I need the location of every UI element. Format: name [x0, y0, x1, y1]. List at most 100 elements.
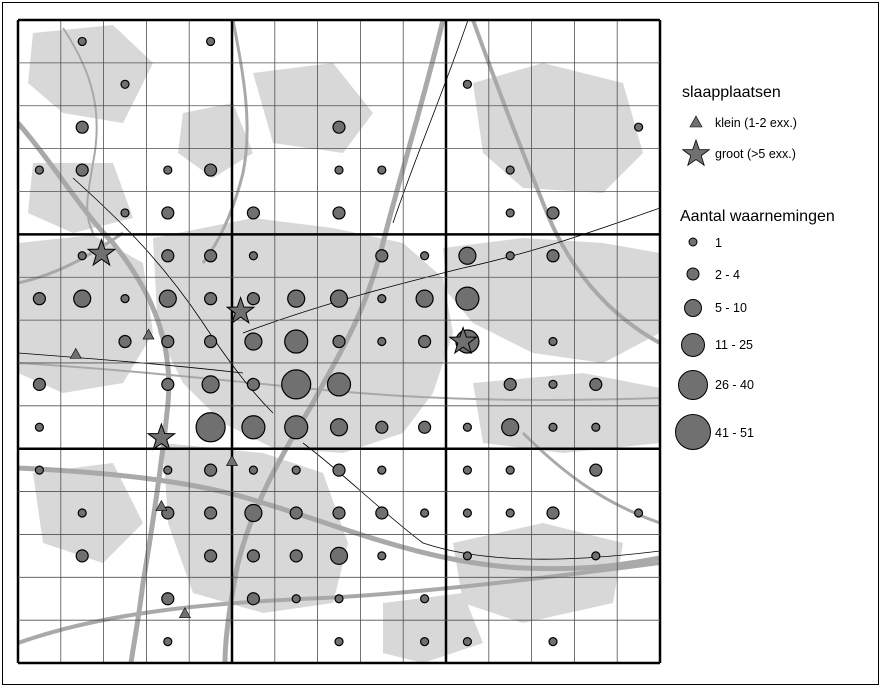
observation-circle [246, 206, 260, 220]
observation-circle [420, 251, 430, 261]
observation-circle [548, 637, 558, 647]
observation-circle [633, 508, 644, 518]
north-block-area [178, 103, 253, 178]
observation-circle [32, 377, 47, 391]
legend-label-large-roost: groot (>5 exx.) [715, 147, 796, 161]
observation-circle [161, 249, 175, 263]
observation-circle [462, 637, 472, 647]
observation-circle [420, 594, 430, 604]
legend-circle-1 [688, 237, 698, 247]
road-northwest [62, 27, 98, 234]
legend-label-small-roost: klein (1-2 exx.) [715, 116, 797, 130]
observation-circle [589, 463, 603, 477]
observation-circle [204, 163, 218, 177]
legend-circle-5 [678, 370, 708, 400]
south-east-block-area [453, 523, 623, 623]
observation-circle [77, 36, 87, 47]
observation-circle [329, 289, 349, 308]
observation-circle [505, 165, 515, 175]
east-district-area [443, 238, 660, 363]
observation-circle [377, 336, 387, 347]
observation-circle [591, 551, 601, 561]
observation-circle [548, 336, 558, 347]
observation-circle [289, 549, 303, 563]
observation-circle [204, 506, 218, 520]
map-figure: slaapplaatsen klein (1-2 exx.) groot (>5… [16, 18, 835, 665]
observation-circle [375, 420, 389, 434]
observation-circle [332, 334, 346, 349]
railway-southeast [302, 442, 660, 560]
observation-circle [462, 508, 472, 518]
observation-circle [546, 206, 560, 220]
observation-circle [118, 334, 132, 349]
northwest-area [28, 25, 153, 123]
observation-circle [377, 294, 387, 304]
observation-circle [204, 334, 218, 349]
legend-label-count-2: 2 - 4 [715, 268, 740, 282]
observation-circle [284, 329, 309, 354]
observation-circle [503, 377, 517, 391]
observation-circle [462, 465, 472, 475]
large-roost-marker [86, 238, 117, 267]
observation-circle [418, 334, 432, 349]
legend-circle-3 [684, 299, 702, 317]
observation-circle [248, 251, 258, 261]
observation-circle [329, 546, 349, 565]
observation-circle [244, 332, 263, 351]
observation-circle [455, 286, 480, 311]
legend-large-roost-star-icon [681, 138, 711, 167]
railway-east [242, 207, 660, 334]
observation-circle [375, 506, 389, 520]
observation-circle [420, 508, 430, 518]
road-northeast [471, 20, 660, 345]
road-southern-ring [18, 561, 660, 645]
observation-circle [329, 418, 349, 437]
observation-circle [77, 251, 87, 261]
west-district-area [18, 235, 153, 393]
observation-circle [195, 412, 226, 443]
observation-circle [420, 637, 430, 647]
northeast-area [473, 63, 643, 193]
observation-circle [73, 289, 92, 308]
observation-circle [505, 251, 515, 261]
legend-small-roost-triangle-icon [689, 115, 703, 128]
observation-circle [633, 122, 644, 132]
observation-circle [161, 592, 175, 606]
road-west-link [18, 231, 124, 285]
road-north [201, 20, 249, 264]
observation-circle [244, 503, 263, 523]
railways [18, 20, 660, 560]
legend-circle-2 [686, 267, 700, 281]
observation-circle [246, 377, 260, 391]
observation-circle [334, 165, 344, 175]
observation-circle [377, 465, 387, 475]
observation-circle [32, 292, 47, 306]
observation-circle [546, 249, 560, 263]
observation-circle [161, 377, 175, 391]
observation-circle [326, 372, 352, 397]
observation-circle [377, 551, 387, 561]
observation-circle [505, 208, 515, 218]
observation-circle [332, 120, 346, 134]
observation-circle [591, 422, 601, 432]
observation-circle [34, 422, 45, 432]
observation-circle [458, 246, 477, 265]
observation-circle [161, 206, 175, 220]
observation-circle [462, 79, 472, 89]
observation-circle [120, 79, 130, 89]
legend-label-count-6: 41 - 51 [715, 426, 754, 440]
legend-title-counts: Aantal waarnemingen [680, 208, 835, 225]
observation-circle [334, 637, 344, 647]
south-district-area [163, 443, 348, 613]
observation-circle [281, 369, 312, 400]
small-roost-marker [178, 607, 191, 619]
observation-circle [284, 415, 309, 440]
observation-circle [75, 549, 89, 563]
south-block-area [383, 593, 483, 663]
legend-label-count-1: 1 [715, 236, 722, 250]
observation-circle [291, 465, 301, 475]
observation-circle [289, 506, 303, 520]
observation-circle [120, 294, 130, 304]
observation-circle [158, 289, 177, 308]
west-block-area [28, 163, 133, 233]
